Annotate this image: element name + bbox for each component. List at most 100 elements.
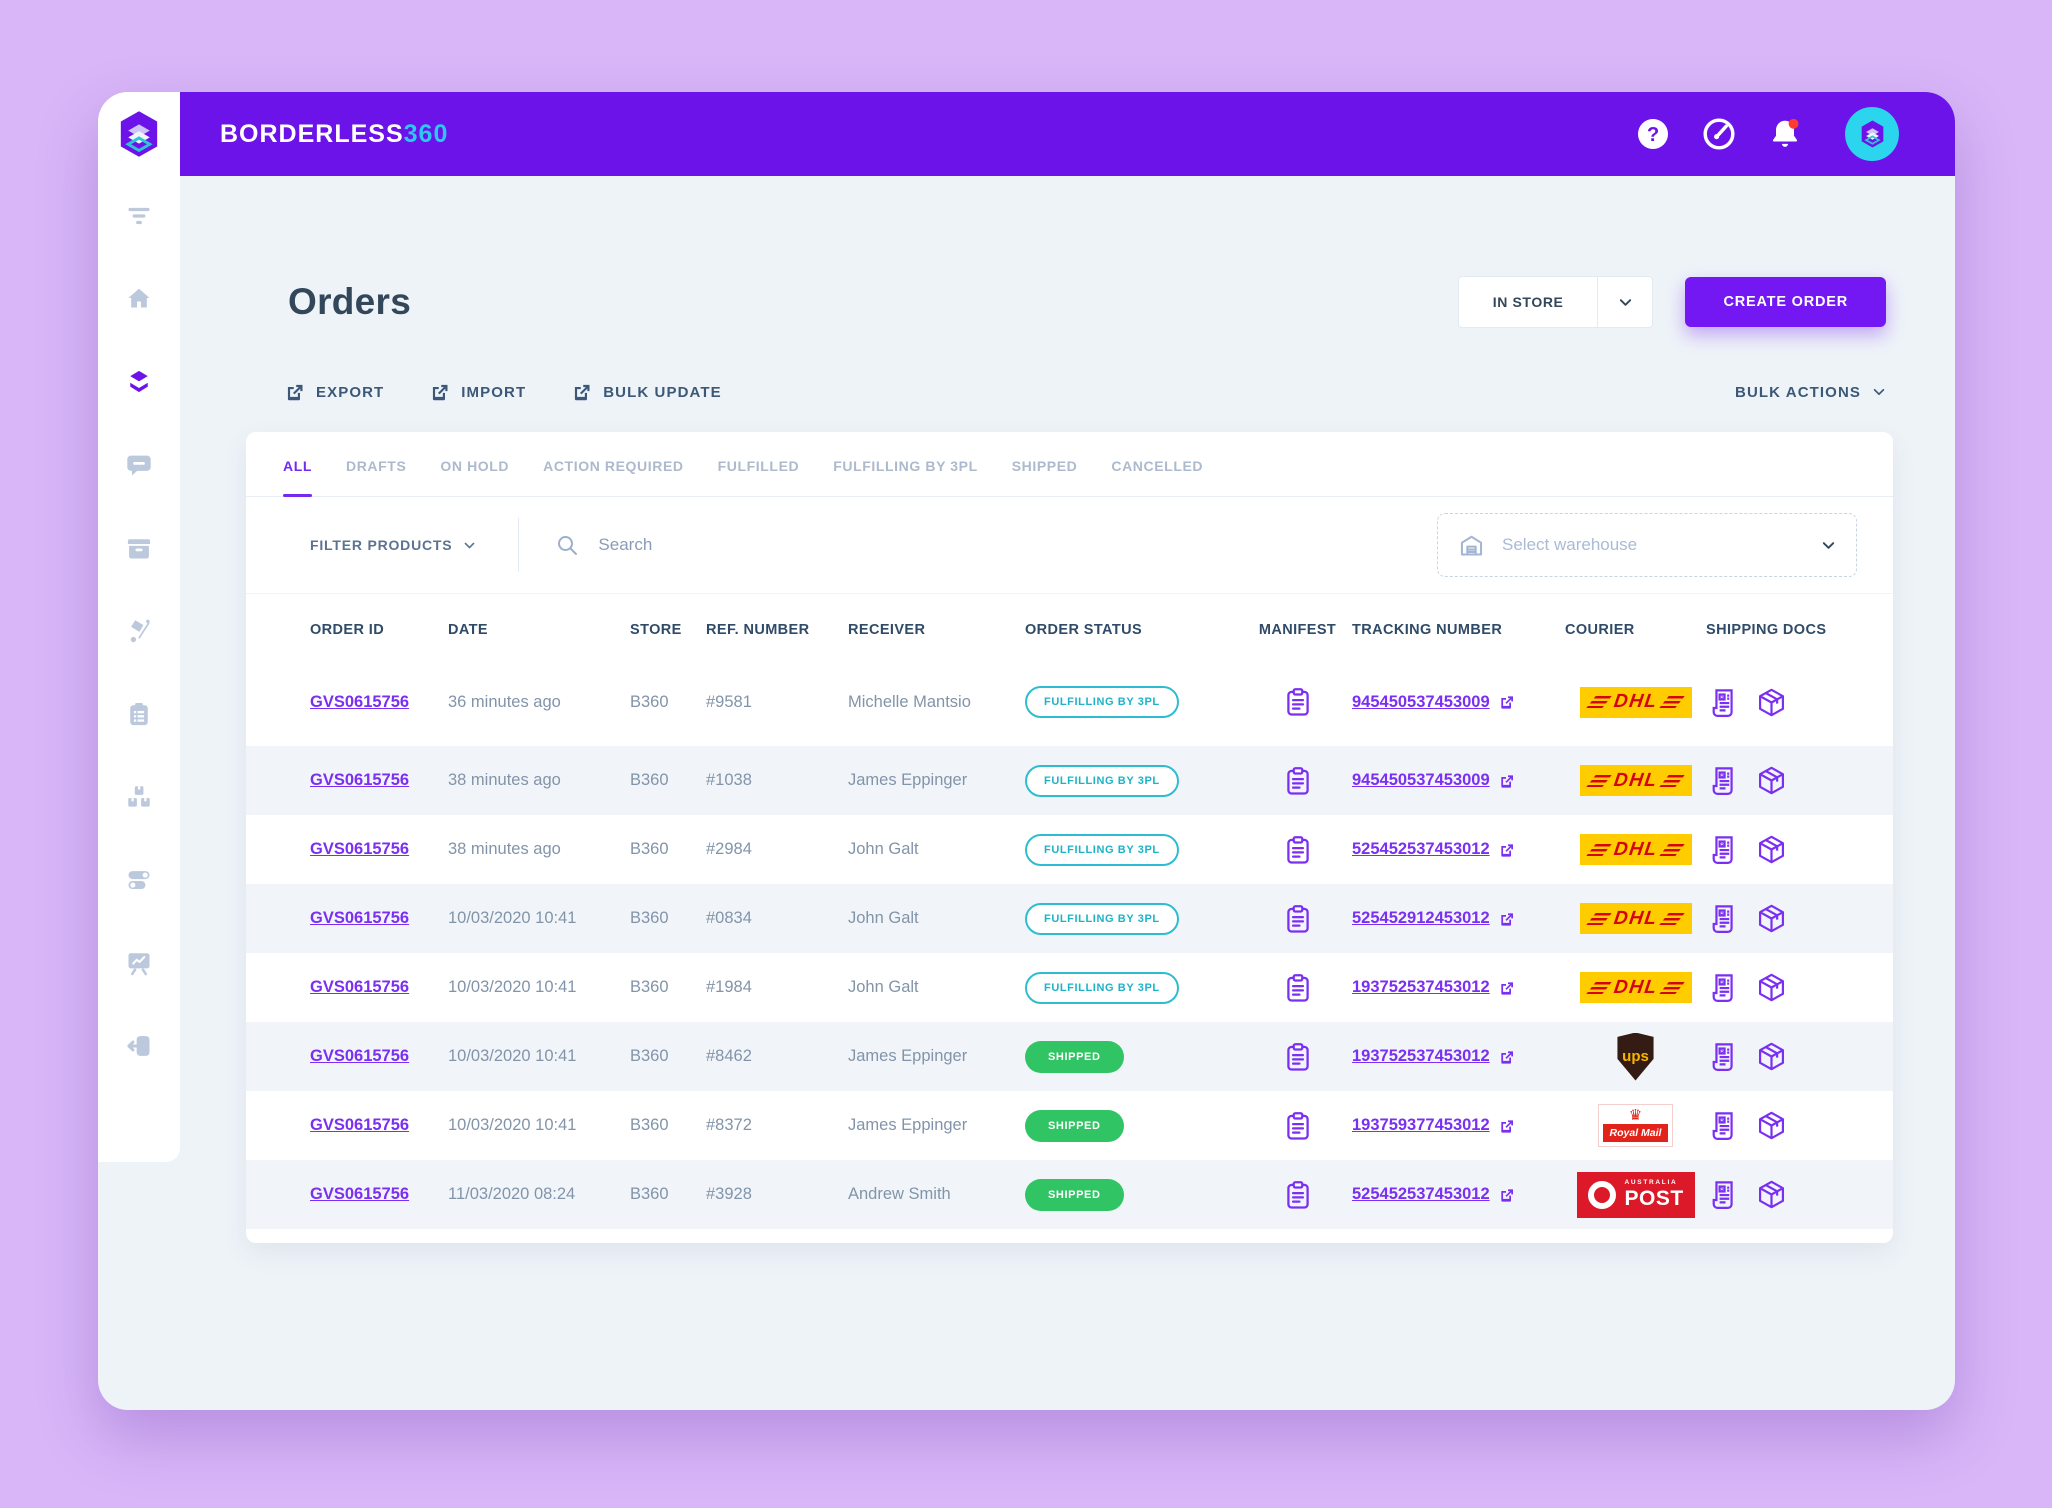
manifest-icon[interactable]	[1282, 833, 1314, 867]
sidebar-item-home[interactable]	[125, 285, 153, 313]
import-button[interactable]: IMPORT	[430, 382, 526, 402]
tracking-number-link[interactable]: 525452537453012	[1352, 840, 1490, 858]
external-link-icon[interactable]	[1499, 1118, 1515, 1134]
store-filter-select[interactable]: IN STORE	[1457, 276, 1654, 328]
tracking-number-link[interactable]: 193752537453012	[1352, 1047, 1490, 1065]
package-doc-icon[interactable]	[1755, 1040, 1788, 1073]
sidebar-item-reports[interactable]	[125, 949, 153, 977]
manifest-icon[interactable]	[1282, 971, 1314, 1005]
tab-action-required[interactable]: ACTION REQUIRED	[543, 458, 684, 474]
external-link-icon[interactable]	[1499, 1049, 1515, 1065]
brand-logo[interactable]	[98, 92, 180, 176]
invoice-doc-icon[interactable]: $	[1706, 971, 1739, 1004]
package-doc-icon[interactable]	[1755, 764, 1788, 797]
sidebar-item-messages[interactable]	[125, 451, 153, 479]
tab-shipped[interactable]: SHIPPED	[1011, 458, 1078, 474]
manifest-icon[interactable]	[1282, 1040, 1314, 1074]
toolbar-left: EXPORT IMPORT BULK UPDATE	[285, 382, 722, 402]
sidebar-item-settings[interactable]	[125, 866, 153, 894]
create-order-button[interactable]: CREATE ORDER	[1685, 277, 1886, 327]
receiver-cell: John Galt	[848, 837, 1025, 862]
manifest-icon[interactable]	[1282, 1109, 1314, 1143]
manifest-icon[interactable]	[1282, 685, 1314, 719]
tracking-number-link[interactable]: 193752537453012	[1352, 978, 1490, 996]
brand-suffix: 360	[403, 119, 449, 148]
tracking-number-link[interactable]: 193759377453012	[1352, 1116, 1490, 1134]
invoice-doc-icon[interactable]: $	[1706, 1040, 1739, 1073]
invoice-doc-icon[interactable]: $	[1706, 1109, 1739, 1142]
sidebar-item-packages[interactable]	[125, 783, 153, 811]
tab-drafts[interactable]: DRAFTS	[346, 458, 407, 474]
tab-fulfilled[interactable]: FULFILLED	[717, 458, 800, 474]
package-doc-icon[interactable]	[1755, 902, 1788, 935]
package-doc-icon[interactable]	[1755, 833, 1788, 866]
invoice-doc-icon[interactable]: $	[1706, 686, 1739, 719]
order-id-link[interactable]: GVS0615756	[310, 1185, 410, 1203]
order-id-link[interactable]: GVS0615756	[310, 771, 410, 789]
manifest-icon[interactable]	[1282, 1178, 1314, 1212]
svg-text:$: $	[1721, 980, 1724, 986]
order-id-link[interactable]: GVS0615756	[310, 1047, 410, 1065]
sidebar-item-inventory[interactable]	[125, 534, 153, 562]
notification-badge	[1788, 118, 1799, 129]
user-avatar[interactable]	[1845, 107, 1899, 161]
package-doc-icon[interactable]	[1755, 1109, 1788, 1142]
page-head: Orders IN STORE CREATE ORDER	[288, 276, 1886, 328]
manifest-icon[interactable]	[1282, 764, 1314, 798]
tracking-number-link[interactable]: 525452912453012	[1352, 909, 1490, 927]
sidebar-item-shipments[interactable]	[125, 617, 153, 645]
external-link-icon[interactable]	[1499, 694, 1515, 710]
order-id-link[interactable]: GVS0615756	[310, 692, 410, 711]
manifest-icon[interactable]	[1282, 902, 1314, 936]
table-row: GVS0615756 38 minutes ago B360 #1038 James E…	[246, 746, 1893, 815]
bulk-actions-button[interactable]: BULK ACTIONS	[1735, 384, 1886, 401]
dolly-icon	[130, 619, 150, 643]
ups-wordmark: ups	[1622, 1048, 1649, 1065]
tracking-number-link[interactable]: 525452537453012	[1352, 1185, 1490, 1203]
tracking-cell: 945450537453009	[1352, 771, 1565, 790]
tab-all[interactable]: ALL	[283, 432, 313, 497]
order-id-link[interactable]: GVS0615756	[310, 1116, 410, 1134]
tracking-number-link[interactable]: 945450537453009	[1352, 692, 1490, 711]
external-link-icon[interactable]	[1499, 911, 1515, 927]
external-link-icon[interactable]	[1499, 980, 1515, 996]
order-id-link[interactable]: GVS0615756	[310, 840, 410, 858]
external-link-icon[interactable]	[1499, 1187, 1515, 1203]
package-doc-icon[interactable]	[1755, 1178, 1788, 1211]
order-id-link[interactable]: GVS0615756	[310, 978, 410, 996]
sidebar-item-manifests[interactable]	[125, 700, 153, 728]
warehouse-select[interactable]: Select warehouse	[1437, 513, 1857, 577]
speedometer-icon	[1703, 118, 1735, 150]
package-doc-icon[interactable]	[1755, 686, 1788, 719]
ref-number-cell: #9581	[706, 692, 752, 711]
external-link-icon[interactable]	[1499, 842, 1515, 858]
search-input[interactable]	[596, 534, 921, 556]
orders-card: ALL DRAFTS ON HOLD ACTION REQUIRED FULFILLED…	[246, 432, 1893, 1243]
tracking-number-link[interactable]: 945450537453009	[1352, 771, 1490, 789]
order-status-badge: FULFILLING BY 3PL	[1025, 971, 1179, 1004]
tab-fulfilling-by-3pl[interactable]: FULFILLING BY 3PL	[833, 458, 978, 474]
sidebar-item-orders[interactable]	[125, 368, 153, 396]
manifest-cell	[1243, 902, 1352, 936]
brand-name: BORDERLESS	[220, 119, 404, 148]
export-button[interactable]: EXPORT	[285, 382, 384, 402]
external-link-icon[interactable]	[1499, 773, 1515, 789]
help-button[interactable]: ?	[1635, 116, 1671, 152]
filter-products-button[interactable]: FILTER PRODUCTS	[310, 537, 476, 553]
bulk-update-button[interactable]: BULK UPDATE	[572, 382, 721, 402]
invoice-doc-icon[interactable]: $	[1706, 833, 1739, 866]
system-status-button[interactable]	[1701, 116, 1737, 152]
notifications-button[interactable]	[1767, 116, 1803, 152]
order-id-link[interactable]: GVS0615756	[310, 909, 410, 927]
shipping-docs-cell: $	[1706, 1178, 1845, 1211]
invoice-doc-icon[interactable]: $	[1706, 1178, 1739, 1211]
tab-on-hold[interactable]: ON HOLD	[440, 458, 510, 474]
sidebar-item-filter[interactable]	[125, 202, 153, 230]
sidebar-item-logout[interactable]	[125, 1032, 153, 1060]
table-row: GVS0615756 10/03/2020 10:41 B360 #8462 James…	[246, 1022, 1893, 1091]
receiver-name: Michelle Mantsio	[848, 692, 971, 711]
invoice-doc-icon[interactable]: $	[1706, 902, 1739, 935]
package-doc-icon[interactable]	[1755, 971, 1788, 1004]
tab-cancelled[interactable]: CANCELLED	[1111, 458, 1204, 474]
invoice-doc-icon[interactable]: $	[1706, 764, 1739, 797]
